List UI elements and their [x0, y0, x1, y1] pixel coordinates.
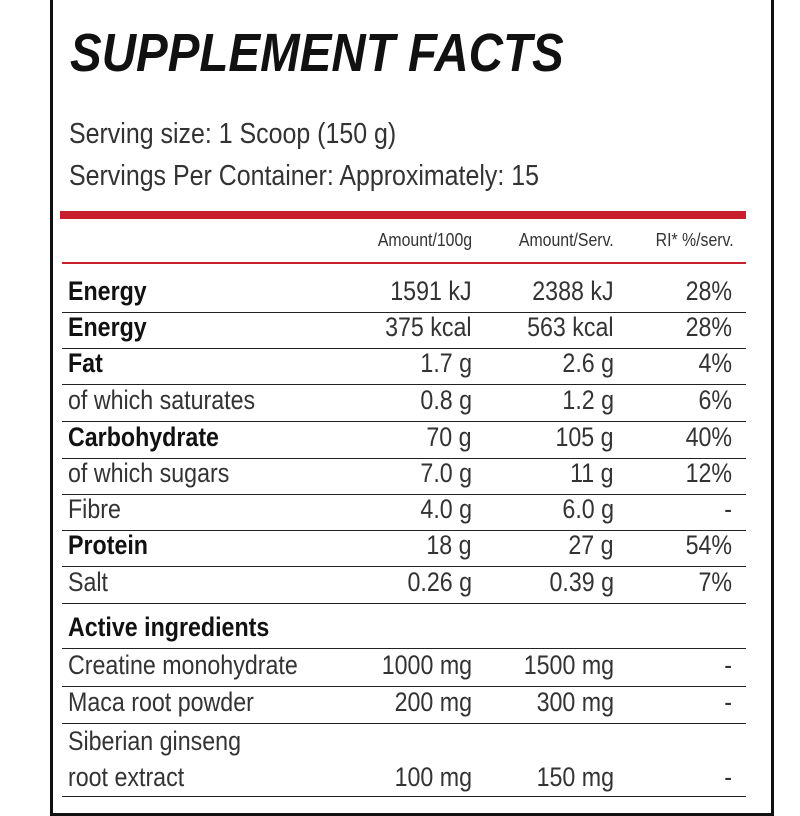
nutrient-row: of which sugars 7.0 g 11 g 12% — [62, 458, 746, 495]
ingredient-row: Creatine monohydrate 1000 mg 1500 mg - — [62, 650, 746, 687]
column-header-per-100g: Amount/100g — [377, 230, 472, 250]
amount-per-serving: 2.6 g — [562, 348, 614, 378]
amount-per-100g: 100 mg — [394, 762, 472, 792]
amount-per-serving: 300 mg — [536, 687, 614, 717]
nutrient-row: of which saturates 0.8 g 1.2 g 6% — [62, 385, 746, 422]
ri-percent: - — [724, 762, 732, 792]
nutrient-row: Energy 1591 kJ 2388 kJ 28% — [62, 276, 746, 313]
label-frame — [50, 0, 774, 816]
nutrient-row: Carbohydrate 70 g 105 g 40% — [62, 422, 746, 459]
nutrient-row: Fat 1.7 g 2.6 g 4% — [62, 348, 746, 385]
servings-per-container: Servings Per Container: Approximately: 1… — [69, 160, 539, 192]
amount-per-serving: 6.0 g — [562, 494, 614, 524]
red-divider — [60, 211, 746, 219]
ri-percent: 40% — [685, 422, 732, 452]
amount-per-100g: 7.0 g — [420, 458, 472, 488]
amount-per-100g: 1591 kJ — [390, 276, 472, 306]
amount-per-serving: 0.39 g — [549, 567, 614, 597]
amount-per-100g: 18 g — [426, 530, 472, 560]
header-rule — [62, 262, 746, 264]
nutrient-label: Carbohydrate — [68, 422, 219, 452]
label-title: SUPPLEMENT FACTS — [70, 23, 564, 83]
ingredient-label: Maca root powder — [68, 687, 254, 717]
amount-per-100g: 4.0 g — [420, 494, 472, 524]
nutrient-label: Energy — [68, 276, 147, 306]
ingredient-label: Creatine monohydrate — [68, 650, 298, 680]
column-header-per-serving: Amount/Serv. — [519, 230, 614, 250]
nutrient-label: Salt — [68, 567, 109, 597]
amount-per-serving: 563 kcal — [527, 312, 614, 342]
amount-per-serving: 27 g — [568, 530, 614, 560]
ingredient-heading-row — [62, 612, 746, 649]
nutrient-row: Fibre 4.0 g 6.0 g - — [62, 494, 746, 531]
amount-per-100g: 1.7 g — [420, 348, 472, 378]
ri-percent: 54% — [685, 530, 732, 560]
amount-per-100g: 1000 mg — [381, 650, 472, 680]
amount-per-serving: 11 g — [570, 458, 614, 488]
ri-percent: 4% — [698, 348, 732, 378]
ri-percent: 28% — [685, 312, 732, 342]
ri-percent: - — [724, 687, 732, 717]
nutrient-label: Energy — [68, 312, 147, 342]
ri-percent: 12% — [685, 458, 732, 488]
amount-per-100g: 200 mg — [394, 687, 472, 717]
ri-percent: - — [724, 650, 732, 680]
ri-percent: - — [724, 494, 732, 524]
nutrient-label: Protein — [68, 530, 148, 560]
amount-per-100g: 375 kcal — [385, 312, 472, 342]
amount-per-serving: 2388 kJ — [532, 276, 614, 306]
column-header-ri: RI* %/serv. — [655, 230, 734, 250]
amount-per-serving: 1500 mg — [523, 650, 614, 680]
amount-per-100g: 70 g — [426, 422, 472, 452]
nutrient-label: of which sugars — [68, 458, 230, 488]
amount-per-100g: 0.8 g — [420, 385, 472, 415]
nutrient-label: of which saturates — [68, 385, 256, 415]
amount-per-serving: 1.2 g — [562, 385, 614, 415]
ri-percent: 6% — [698, 385, 732, 415]
ingredient-row: Siberian ginseng root extract 100 mg 150 mg… — [62, 724, 746, 797]
amount-per-serving: 150 mg — [536, 762, 614, 792]
amount-per-100g: 0.26 g — [407, 567, 472, 597]
ri-percent: 7% — [698, 567, 732, 597]
nutrient-row: Protein 18 g 27 g 54% — [62, 530, 746, 567]
ri-percent: 28% — [685, 276, 732, 306]
ingredient-row: Maca root powder 200 mg 300 mg - — [62, 687, 746, 724]
nutrient-label: Fat — [68, 348, 103, 378]
active-ingredients-heading: Active ingredients — [68, 612, 270, 642]
nutrient-row: Energy 375 kcal 563 kcal 28% — [62, 312, 746, 349]
serving-size: Serving size: 1 Scoop (150 g) — [69, 118, 397, 150]
nutrient-row: Salt 0.26 g 0.39 g 7% — [62, 567, 746, 604]
amount-per-serving: 105 g — [555, 422, 614, 452]
ingredient-label-line2: root extract — [68, 762, 185, 792]
ingredient-label-line1: Siberian ginseng — [68, 726, 241, 756]
nutrient-label: Fibre — [68, 494, 121, 524]
